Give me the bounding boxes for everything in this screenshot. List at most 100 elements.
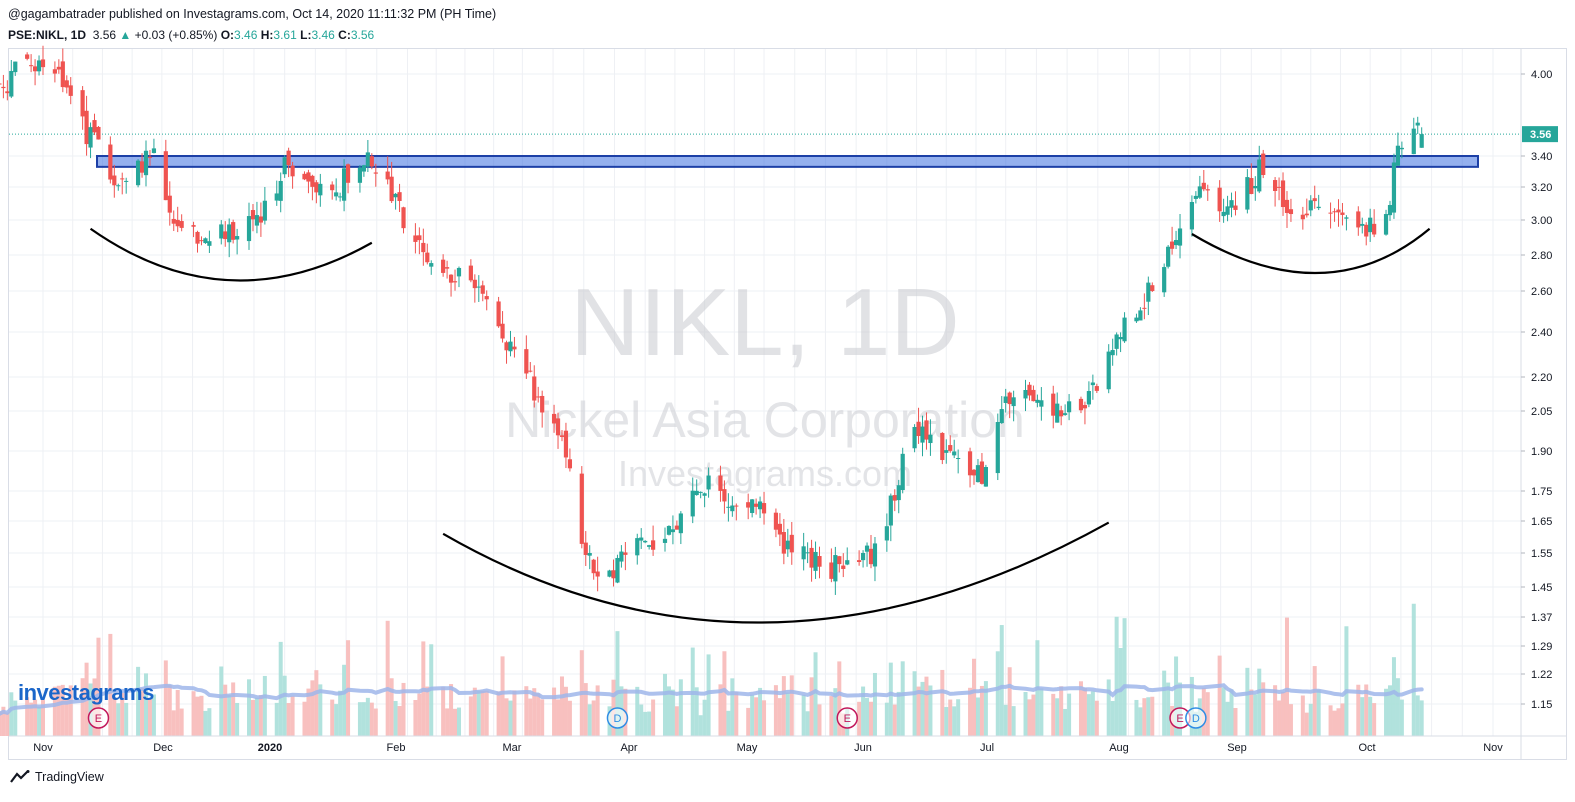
candle-body	[1340, 212, 1345, 215]
head-curve[interactable]	[442, 521, 1110, 624]
volume-bar	[1261, 682, 1266, 736]
candle-body	[1066, 401, 1072, 413]
candle-body	[773, 512, 779, 530]
price-axis: 4.00 3.40 3.20 3.00 2.80 2.60 2.40 2.20 2.05 1.90…	[1520, 49, 1558, 760]
candle-body	[536, 396, 541, 398]
time-tick-label: Mar	[503, 742, 522, 754]
volume-bar	[833, 688, 838, 736]
candle-body	[163, 151, 168, 201]
candle-body	[60, 61, 65, 88]
candle-body	[1284, 199, 1290, 213]
candle-body	[219, 224, 224, 239]
candle-body	[809, 547, 814, 568]
volume-bar	[1332, 710, 1337, 736]
candle-body	[1027, 384, 1032, 396]
candle-body	[1193, 195, 1198, 199]
volume-bar	[1356, 684, 1361, 736]
candle-body	[912, 426, 917, 449]
volume-bar	[1308, 703, 1313, 736]
volume-bar	[722, 651, 727, 736]
tradingview-footer[interactable]: TradingView	[10, 770, 104, 784]
symbol-label: PSE:NIKL, 1D	[8, 28, 87, 42]
candle-body	[979, 461, 985, 484]
candle-body	[191, 225, 196, 227]
low-label: L:	[300, 28, 312, 42]
right-shoulder-curve[interactable]	[1191, 227, 1431, 275]
volume-bar	[591, 700, 596, 736]
close-label: C:	[338, 28, 351, 42]
candle-body	[1387, 205, 1393, 216]
candle-body	[1383, 214, 1389, 235]
earnings-marker[interactable]	[836, 707, 858, 729]
candle-body	[777, 523, 782, 535]
published-by-text: @gagambatrader published on Investagrams…	[8, 7, 497, 21]
volume-bar	[140, 688, 145, 736]
candle-body	[227, 224, 232, 243]
candle-body	[413, 235, 418, 242]
candle-body	[1122, 317, 1127, 342]
pattern-curves	[89, 227, 1431, 624]
volume-bar	[865, 697, 870, 736]
volume-bar	[1055, 698, 1060, 736]
volume-bar	[662, 673, 667, 736]
volume-bar	[1027, 699, 1032, 736]
volume-bar	[1090, 691, 1095, 736]
candle-body	[389, 176, 394, 202]
volume-bar	[290, 695, 295, 736]
dividend-marker[interactable]	[606, 707, 629, 729]
candle-body	[9, 70, 14, 97]
volume-bar	[944, 707, 949, 736]
volume-bar	[88, 683, 93, 736]
candle-body	[551, 413, 557, 424]
earnings-marker[interactable]	[87, 707, 110, 729]
volume-bar	[357, 702, 362, 736]
volume-bar	[1067, 693, 1072, 736]
volume-bar	[68, 685, 73, 736]
volume-bar	[583, 683, 588, 736]
candle-body	[666, 525, 672, 535]
candle-body	[1205, 189, 1210, 191]
candle-body	[1118, 337, 1123, 340]
volume-bar	[310, 680, 315, 736]
candle-body	[583, 542, 588, 555]
candle-body	[112, 175, 117, 186]
candle-body	[472, 279, 477, 289]
volume-bar	[1257, 668, 1262, 736]
candle-body	[179, 221, 184, 228]
candle-body	[282, 157, 287, 175]
candle-body	[1395, 145, 1401, 166]
candle-body	[975, 465, 981, 483]
candle-body	[833, 555, 838, 582]
volume-bar	[413, 700, 418, 736]
candle-body	[971, 469, 977, 476]
candle-body	[108, 144, 113, 180]
volume-bar	[1094, 700, 1099, 736]
volume-bar	[231, 682, 236, 736]
candle-body	[940, 432, 945, 461]
dividend-marker[interactable]	[1185, 707, 1207, 729]
volume-bar	[702, 699, 707, 736]
volume-bar	[1189, 676, 1194, 736]
candle-body	[68, 85, 73, 96]
volume-bar	[334, 704, 339, 736]
candle-body	[143, 150, 149, 176]
volume-bar	[1146, 697, 1151, 736]
left-shoulder-curve[interactable]	[89, 227, 373, 282]
candle-body	[591, 559, 596, 574]
candle-body	[817, 556, 822, 567]
candle-body	[615, 557, 620, 583]
resistance-zone[interactable]	[96, 155, 1479, 168]
candle-body	[1245, 177, 1250, 210]
candle-body	[147, 156, 153, 158]
volume-bar	[219, 666, 224, 736]
volume-bar	[136, 666, 141, 736]
candle-body	[508, 341, 513, 352]
tradingview-logo-icon	[10, 770, 30, 783]
candle-body	[647, 545, 652, 547]
candle-body	[524, 349, 529, 374]
volume-bar	[1078, 681, 1083, 736]
candle-body	[1328, 212, 1333, 214]
candle-body	[1316, 206, 1321, 209]
volume-bar	[175, 689, 180, 736]
